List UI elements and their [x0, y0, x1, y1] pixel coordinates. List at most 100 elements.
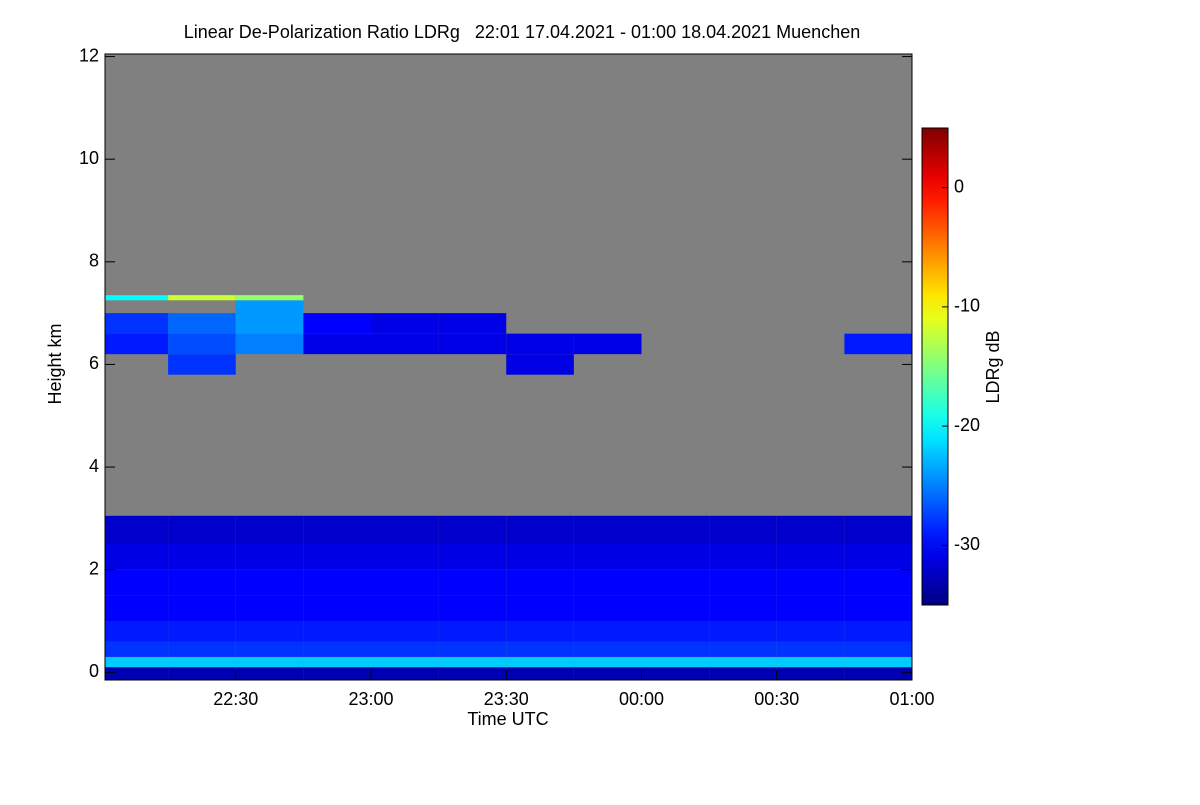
x-tick-label: 22:30	[213, 689, 258, 709]
heat-cell	[844, 544, 912, 570]
x-tick-label: 23:30	[484, 689, 529, 709]
heat-cell	[235, 641, 304, 657]
colorbar-tick-label: -10	[954, 296, 980, 316]
heat-cell	[105, 620, 169, 642]
y-tick-label: 4	[89, 456, 99, 476]
heat-cell	[105, 595, 169, 621]
heat-cell	[235, 667, 304, 680]
heat-cell	[370, 620, 439, 642]
heat-cell	[438, 333, 507, 355]
heat-cell	[303, 515, 371, 545]
heat-cell	[168, 595, 236, 621]
colorbar-label: LDRg dB	[983, 330, 1003, 403]
heat-cell	[438, 620, 507, 642]
heat-cell	[573, 656, 642, 668]
heat-cell	[709, 515, 777, 545]
heat-cell	[709, 595, 777, 621]
heat-cell	[641, 595, 710, 621]
heat-cell	[370, 656, 439, 668]
heat-cell	[168, 515, 236, 545]
heat-cell	[303, 569, 371, 596]
heat-cell	[370, 313, 439, 334]
heat-cell	[168, 667, 236, 680]
y-tick-label: 6	[89, 353, 99, 373]
heat-cell	[168, 354, 236, 375]
heat-cell	[573, 333, 642, 355]
heat-cell	[506, 544, 574, 570]
heat-cell	[709, 569, 777, 596]
heat-cell	[168, 569, 236, 596]
y-tick-label: 8	[89, 251, 99, 271]
heat-cell	[303, 656, 371, 668]
heat-cell	[235, 333, 304, 355]
heat-cell	[776, 544, 845, 570]
heat-cell	[105, 515, 169, 545]
heat-cell	[573, 595, 642, 621]
colorbar-tick-label: -30	[954, 534, 980, 554]
heat-cell	[438, 656, 507, 668]
colorbar-frame	[921, 127, 949, 606]
heat-cell	[844, 620, 912, 642]
heat-cell	[506, 333, 574, 355]
x-tick-label: 23:00	[348, 689, 393, 709]
x-tick-label: 00:30	[754, 689, 799, 709]
heat-cell	[105, 569, 169, 596]
heat-cell	[370, 569, 439, 596]
heat-cell	[573, 667, 642, 680]
colorbar	[922, 128, 948, 605]
heat-cell	[235, 569, 304, 596]
heat-cell	[303, 667, 371, 680]
heat-cell	[776, 641, 845, 657]
x-tick-label: 00:00	[619, 689, 664, 709]
heat-cell	[438, 667, 507, 680]
heat-cell	[438, 313, 507, 334]
heat-cell	[438, 515, 507, 545]
heat-cell	[235, 656, 304, 668]
heat-cell	[506, 656, 574, 668]
y-tick-label: 12	[79, 45, 99, 65]
heat-cell	[573, 569, 642, 596]
heat-cell	[506, 515, 574, 545]
heat-cell	[844, 569, 912, 596]
colorbar-tick-label: -20	[954, 415, 980, 435]
heat-cell	[370, 515, 439, 545]
heat-cell	[573, 515, 642, 545]
heat-cell	[709, 667, 777, 680]
heat-cell	[438, 569, 507, 596]
heat-cell	[303, 620, 371, 642]
heat-cell	[438, 544, 507, 570]
heat-cell	[370, 595, 439, 621]
heat-cell	[506, 667, 574, 680]
heat-cell	[506, 595, 574, 621]
heat-cell	[641, 515, 710, 545]
heat-cell	[303, 641, 371, 657]
heat-cell	[235, 595, 304, 621]
x-axis-label: Time UTC	[467, 709, 548, 729]
colorbar-tick-label: 0	[954, 176, 964, 196]
heat-cell	[438, 641, 507, 657]
heat-cell	[573, 544, 642, 570]
heat-cell	[438, 595, 507, 621]
heat-cell	[844, 333, 912, 355]
heat-cell	[235, 515, 304, 545]
y-tick-label: 2	[89, 558, 99, 578]
heat-cell	[235, 313, 304, 334]
plot-frame	[104, 53, 913, 681]
heat-cell	[105, 667, 169, 680]
heat-cell	[168, 620, 236, 642]
heat-cell	[370, 641, 439, 657]
heat-cell	[776, 667, 845, 680]
heat-cell	[709, 656, 777, 668]
heat-cell	[844, 595, 912, 621]
heat-cell	[370, 333, 439, 355]
heat-cell	[303, 595, 371, 621]
heat-cell	[844, 656, 912, 668]
heat-cell	[506, 641, 574, 657]
heat-cell	[573, 641, 642, 657]
heat-cell	[370, 544, 439, 570]
heat-cell	[641, 656, 710, 668]
heat-cell	[168, 333, 236, 355]
heat-cell	[168, 656, 236, 668]
heat-cell	[303, 313, 371, 334]
